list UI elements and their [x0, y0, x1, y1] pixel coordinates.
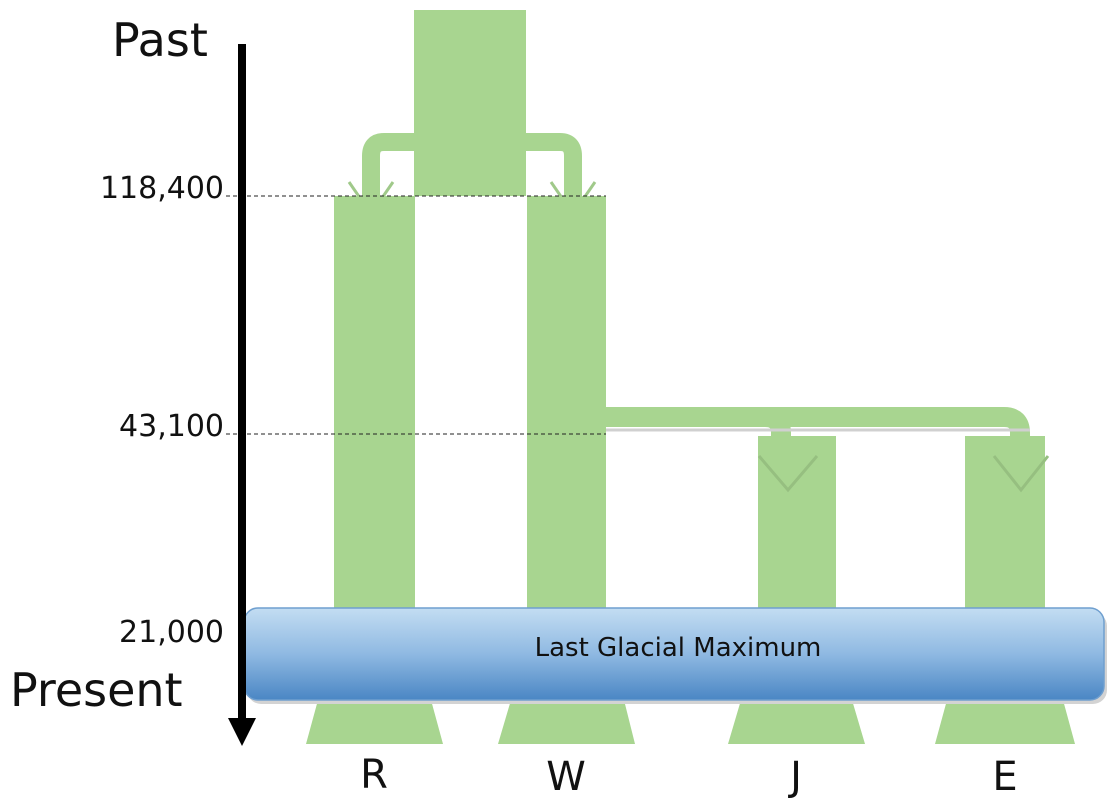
time-mark-118400: 118,400 — [100, 171, 224, 206]
branch-j — [758, 436, 836, 616]
split-arrow-to-r — [362, 133, 414, 202]
axis-bottom-label: Present — [10, 663, 183, 717]
time-axis-arrowhead — [228, 718, 256, 746]
branch-e — [965, 436, 1045, 616]
split-arrow-head-e — [992, 455, 1050, 493]
axis-top-label: Past — [112, 13, 208, 67]
time-mark-21000: 21,000 — [119, 615, 224, 650]
split-arrow-to-e — [604, 407, 1030, 452]
population-label-e: E — [992, 754, 1017, 798]
split-arrow-to-w — [526, 133, 582, 202]
present-population-e — [935, 700, 1075, 744]
branch-w — [527, 196, 606, 616]
present-population-j — [728, 700, 865, 744]
branch-r — [334, 196, 415, 616]
split-arrow-to-j — [604, 407, 791, 452]
population-label-r: R — [360, 752, 388, 798]
present-population-w — [498, 700, 635, 744]
ancestral-branch — [414, 10, 526, 196]
population-label-j: J — [787, 754, 802, 798]
population-label-w: W — [546, 754, 586, 798]
split-arrow-head-j — [757, 455, 819, 493]
present-population-r — [306, 700, 443, 744]
lgm-band-label: Last Glacial Maximum — [535, 633, 822, 663]
time-mark-43100: 43,100 — [119, 409, 224, 444]
